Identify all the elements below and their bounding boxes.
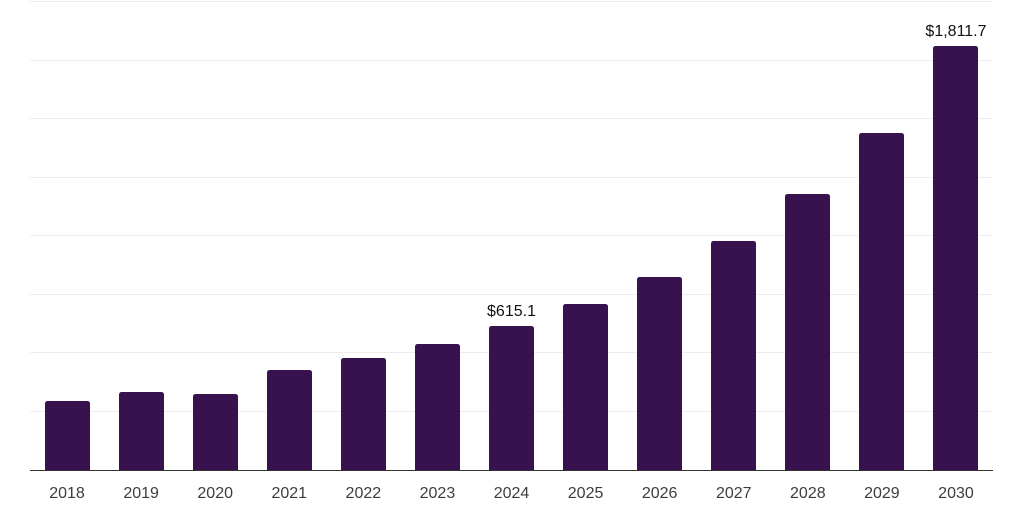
bar xyxy=(266,369,312,470)
bar-column xyxy=(178,2,252,470)
plot-area: $615.1 $1,811.7 xyxy=(30,1,993,471)
gridline xyxy=(30,293,993,295)
bar xyxy=(563,304,609,470)
bar xyxy=(414,343,460,470)
x-tick-label: 2028 xyxy=(790,485,826,502)
bar-column xyxy=(771,2,845,470)
x-tick-label: 2021 xyxy=(271,485,308,502)
bar-column xyxy=(30,2,104,470)
bar xyxy=(933,46,979,470)
gridline xyxy=(30,235,993,236)
bar-value-label: $615.1 xyxy=(487,303,536,321)
x-tick-label: 2027 xyxy=(715,485,752,502)
gridline xyxy=(30,59,993,61)
x-tick-label: 2022 xyxy=(345,485,382,502)
gridline xyxy=(30,1,993,2)
bar-value-label: $1,811.7 xyxy=(925,23,987,41)
bar-column xyxy=(252,2,326,470)
bar-column: $615.1 xyxy=(474,2,548,470)
bar-column xyxy=(104,2,178,470)
bar-column xyxy=(400,2,474,470)
bars-layer: $615.1 $1,811.7 xyxy=(30,2,993,470)
bar xyxy=(44,401,90,470)
x-tick-label: 2025 xyxy=(567,485,604,502)
bar xyxy=(785,194,831,470)
bar xyxy=(340,357,386,470)
x-tick-label: 2024 xyxy=(493,485,530,502)
x-tick-label: 2020 xyxy=(197,485,233,502)
bar xyxy=(192,393,238,470)
gridline xyxy=(30,118,993,119)
bar xyxy=(859,132,905,470)
bar-column xyxy=(549,2,623,470)
x-tick-label: 2030 xyxy=(938,485,974,502)
bar-column xyxy=(697,2,771,470)
x-axis-labels: 2018 2019 2020 2021 2022 2023 2024 2025 2026 2027… xyxy=(30,471,993,503)
bar-column xyxy=(326,2,400,470)
x-tick-label: 2026 xyxy=(641,485,678,502)
x-tick-label: 2023 xyxy=(419,485,456,502)
bar xyxy=(637,277,683,470)
gridline xyxy=(30,176,993,178)
bar-column xyxy=(845,2,919,470)
bar-column: $1,811.7 xyxy=(919,2,993,470)
x-tick-label: 2019 xyxy=(123,485,159,502)
bar xyxy=(118,391,164,470)
x-tick-label: 2029 xyxy=(864,485,900,502)
bar xyxy=(711,240,757,470)
bar xyxy=(489,326,534,470)
bar-column xyxy=(623,2,697,470)
x-tick-label: 2018 xyxy=(49,485,85,502)
